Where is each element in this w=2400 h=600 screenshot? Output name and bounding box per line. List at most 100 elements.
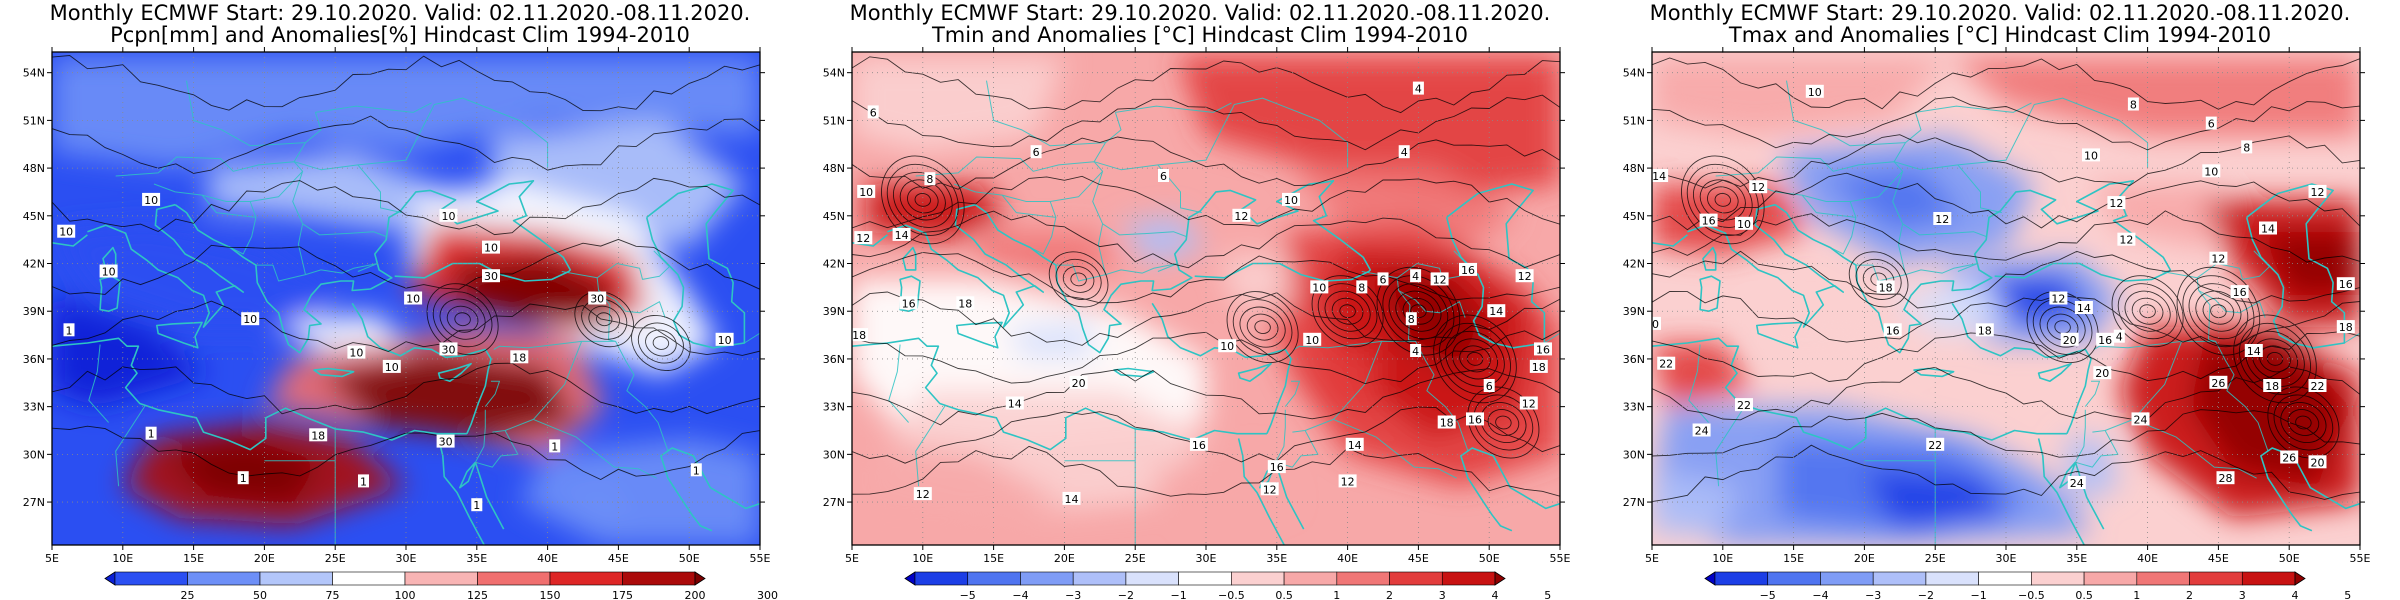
colorbar-bin — [1714, 571, 1769, 586]
border-line — [1415, 341, 1469, 452]
border-line — [2084, 380, 2100, 407]
panel-title-line1: Monthly ECMWF Start: 29.10.2020. Valid: … — [1649, 1, 2351, 25]
contour-label: 16 — [2339, 278, 2353, 291]
coastline — [1652, 234, 1688, 247]
terrain-isoline — [881, 155, 965, 245]
colorbar-tick-label: 150 — [540, 589, 561, 600]
contour-label-box — [1487, 304, 1506, 318]
border-line — [475, 430, 519, 468]
contour-label: 14 — [1489, 305, 1503, 318]
colorbar-tick-label: 4 — [2292, 589, 2299, 600]
contour-label: 30 — [484, 270, 498, 283]
map-area: 10 8 6 8 10 10 12 14 10 16 12 12 12 14 12 16 18 16 12 14 18 2… — [1652, 52, 2360, 545]
x-tick-label: 5E — [845, 552, 859, 565]
contour-label: 30 — [442, 343, 456, 356]
contour-label: 14 — [1348, 439, 1362, 452]
anomaly-region — [52, 223, 336, 328]
contour-label: 14 — [2077, 302, 2091, 315]
isoline — [1652, 366, 2360, 421]
coastline — [87, 203, 244, 328]
climatology-contours — [52, 55, 760, 481]
coastline — [974, 180, 1372, 354]
y-tick-label: 54N — [1623, 67, 1645, 80]
terrain-isoline — [1855, 258, 1902, 300]
terrain-isoline — [1487, 409, 1520, 436]
coastline — [852, 337, 1267, 451]
contour-label: 16 — [1536, 343, 1550, 356]
coastline — [1774, 180, 2172, 354]
panel-precipitation: Monthly ECMWF Start: 29.10.2020. Valid: … — [0, 0, 800, 600]
terrain-isoline — [2266, 352, 2284, 366]
terrain-isoline — [2295, 415, 2312, 430]
border-line — [230, 201, 257, 255]
contour-label: 18 — [1440, 417, 1454, 430]
contour-label-box — [1189, 437, 1208, 451]
border-line — [888, 344, 909, 423]
contour-label-box — [436, 434, 455, 448]
anomaly-region — [1319, 343, 1376, 407]
country-borders — [888, 80, 1560, 545]
contour-label: 16 — [1886, 324, 1900, 337]
isoline — [852, 175, 1560, 229]
contour-label: 6 — [1380, 273, 1387, 286]
contour-label-box — [924, 172, 936, 186]
contour-label-box — [1926, 437, 1945, 451]
panel-title-line1: Monthly ECMWF Start: 29.10.2020. Valid: … — [849, 1, 1551, 25]
terrain-isoline — [1433, 314, 1517, 404]
anomaly-region — [1652, 56, 1950, 137]
terrain-isoline — [631, 315, 691, 371]
contour-label: 8 — [1408, 313, 1415, 326]
contour-label: 16 — [1461, 264, 1475, 277]
terrain-isoline — [1451, 338, 1499, 380]
contour-label: 12 — [2109, 197, 2123, 210]
colorbar-tick-label: 4 — [1492, 589, 1499, 600]
border-line — [2161, 250, 2270, 280]
anomaly-region — [852, 438, 1065, 534]
anomaly-region — [2260, 231, 2360, 296]
terrain-isoline — [595, 312, 613, 327]
colorbar-high-arrow — [1494, 571, 1506, 586]
terrain-isoline — [1395, 290, 1442, 332]
anomaly-region — [1121, 215, 1206, 264]
border-line — [292, 171, 387, 237]
contour-label-box — [1534, 342, 1552, 356]
terrain-isoline — [907, 186, 939, 214]
border-line — [1905, 263, 1979, 276]
contour-label-box — [347, 345, 366, 359]
panel-title-line2: Tmin and Anomalies [°C] Hindcast Clim 19… — [931, 23, 1469, 47]
y-tick-label: 48N — [1623, 162, 1645, 175]
island-outline — [156, 321, 203, 349]
contour-label: 10 — [243, 313, 257, 326]
border-line — [1830, 201, 1857, 255]
terrain-isoline — [1048, 251, 1109, 308]
contour-label-box — [57, 224, 76, 238]
climatology-contours — [1652, 57, 2360, 503]
border-line — [1688, 344, 1709, 423]
contour-label-box — [2049, 291, 2068, 305]
isoline — [1652, 330, 2360, 382]
colorbar-tick-label: 25 — [181, 589, 195, 600]
contour-label-box — [852, 328, 869, 342]
contour-label-box — [867, 105, 879, 119]
island-outline — [313, 367, 355, 378]
contour-label-box — [2107, 196, 2126, 210]
colorbar-low-arrow — [904, 571, 916, 586]
border-line — [615, 341, 669, 452]
colorbar-bin — [1767, 571, 1821, 586]
colorbar-bin — [404, 571, 478, 586]
contour-label: 22 — [2311, 380, 2325, 393]
contour-label-box — [1282, 192, 1300, 206]
colorbar-tick-label: −0.5 — [1218, 589, 1245, 600]
contour-label: 16 — [902, 297, 916, 310]
contour-label: 12 — [2211, 253, 2225, 266]
contour-label-box — [2060, 332, 2079, 346]
country-borders — [1688, 80, 2360, 545]
colorbar-bin — [1020, 571, 1074, 586]
coastline — [1237, 438, 1286, 545]
map-area: 6 4 4 6 6 8 10 12 10 12 14 18 16 18 20 14 12 14 16 12 16 12 14… — [852, 52, 1560, 545]
x-tick-label: 25E — [1125, 552, 1146, 565]
border-line — [305, 263, 379, 276]
terrain-isoline — [1232, 299, 1293, 356]
coastline — [660, 447, 760, 532]
